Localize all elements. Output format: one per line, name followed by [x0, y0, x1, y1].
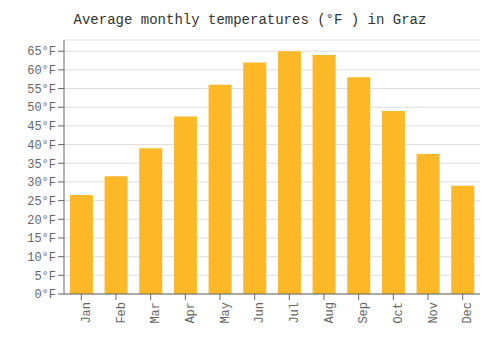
svg-text:Mar: Mar — [149, 302, 163, 324]
svg-text:50°F: 50°F — [27, 101, 56, 115]
svg-text:0°F: 0°F — [34, 288, 56, 302]
svg-text:25°F: 25°F — [27, 195, 56, 209]
svg-text:Jun: Jun — [253, 302, 267, 324]
html-text:Average monthly temperatures (: Average monthly temperatures (°F ) in Gr… — [73, 12, 427, 28]
svg-text:Nov: Nov — [427, 302, 441, 324]
svg-text:15°F: 15°F — [27, 232, 56, 246]
svg-text:Jan: Jan — [80, 302, 94, 324]
svg-text:65°F: 65°F — [27, 45, 56, 59]
svg-text:Oct: Oct — [392, 302, 406, 324]
svg-text:May: May — [219, 302, 233, 324]
svg-text:20°F: 20°F — [27, 214, 56, 228]
svg-text:Aug: Aug — [323, 302, 337, 324]
svg-text:40°F: 40°F — [27, 139, 56, 153]
svg-text:Jul: Jul — [288, 302, 302, 324]
svg-text:Dec: Dec — [461, 302, 475, 324]
svg-text:10°F: 10°F — [27, 251, 56, 265]
svg-text:30°F: 30°F — [27, 176, 56, 190]
svg-text:60°F: 60°F — [27, 64, 56, 78]
svg-text:5°F: 5°F — [34, 270, 56, 284]
svg-text:Sep: Sep — [357, 302, 371, 324]
svg-text:55°F: 55°F — [27, 83, 56, 97]
svg-text:45°F: 45°F — [27, 120, 56, 134]
svg-text:Apr: Apr — [184, 302, 198, 324]
svg-text:Feb: Feb — [115, 302, 129, 324]
svg-text:35°F: 35°F — [27, 158, 56, 172]
